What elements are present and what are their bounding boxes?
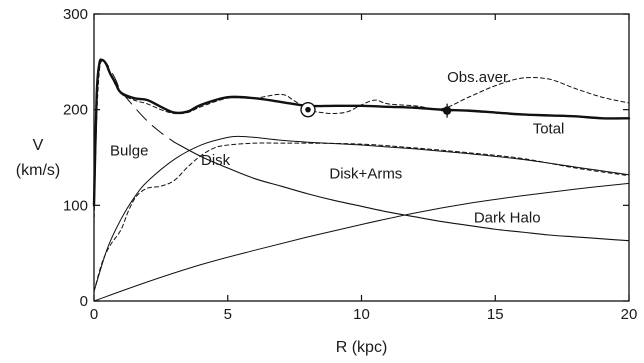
label-disk-arms: Disk+Arms (329, 166, 402, 183)
y-tick-label: 200 (63, 102, 88, 119)
label-bulge: Bulge (110, 143, 148, 160)
label-disk: Disk (201, 152, 231, 169)
x-tick-label: 20 (621, 306, 638, 323)
series-line-disk-arms (93, 142, 630, 292)
y-tick-label: 100 (63, 197, 88, 214)
series-line-total (92, 58, 631, 207)
data-point-marker (442, 106, 452, 115)
plot-frame (93, 13, 630, 302)
label-dark-halo: Dark Halo (474, 210, 541, 227)
series-line-bulge (173, 141, 630, 242)
label-obs-aver: Obs.aver. (447, 69, 511, 86)
marker-layer (300, 101, 454, 118)
y-axis-label-unit: (km/s) (16, 162, 60, 179)
x-tick-label: 10 (353, 306, 370, 323)
label-total: Total (533, 121, 565, 138)
y-axis-label-symbol: V (33, 137, 44, 154)
x-axis: 0 5 10 15 20 (90, 14, 638, 323)
y-tick-label: 0 (80, 293, 88, 310)
annotation-layer: Obs.aver. Total Bulge Disk Disk+Arms Dark Hal… (110, 69, 564, 227)
series-layer (92, 58, 631, 302)
sun-marker-dot (305, 106, 311, 113)
x-axis-label: R (kpc) (336, 339, 388, 356)
x-tick-label: 5 (224, 306, 232, 323)
series-line-dark-halo (93, 182, 630, 302)
series-line-bulge (94, 59, 175, 143)
series-line-disk (93, 135, 630, 292)
x-tick-label: 15 (487, 306, 504, 323)
x-tick-label: 0 (90, 306, 98, 323)
series-line-obs-aver (93, 60, 630, 225)
y-tick-label: 300 (63, 6, 88, 23)
plot-area: Obs.aver. Total Bulge Disk Disk+Arms Dark Hal… (92, 13, 631, 302)
y-axis: 0 100 200 300 (63, 6, 629, 310)
